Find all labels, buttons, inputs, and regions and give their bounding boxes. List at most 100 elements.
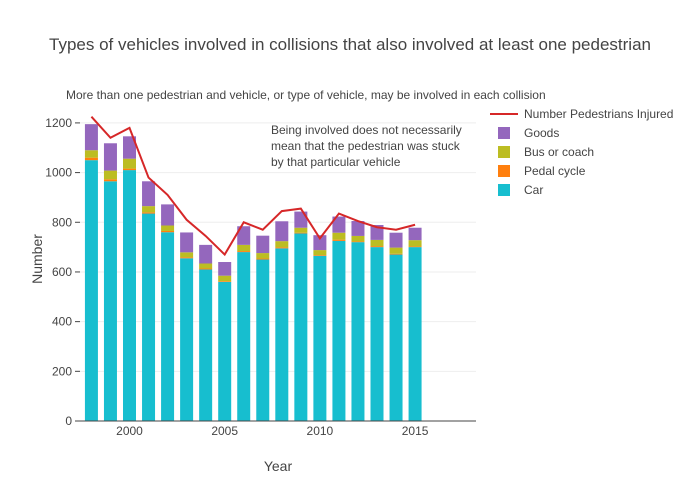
chart-annotation: Being involved does not necessarily mean … [271, 123, 462, 169]
legend-swatch [498, 127, 510, 139]
bar-pedal-cycle-1999 [103, 179, 117, 182]
bar-bus-or-coach-2011 [332, 232, 346, 240]
bar-car-2013 [370, 247, 384, 421]
bar-pedal-cycle-2004 [199, 268, 213, 270]
legend-label: Pedal cycle [524, 164, 586, 178]
bar-pedal-cycle-1998 [84, 157, 98, 161]
bar-bus-or-coach-2013 [370, 239, 384, 247]
legend-item-car[interactable]: Car [498, 183, 543, 197]
bar-goods-2005 [218, 262, 232, 276]
bar-bus-or-coach-2000 [123, 158, 136, 169]
legend-label: Bus or coach [524, 145, 594, 159]
legend-label: Goods [524, 126, 559, 140]
bar-bus-or-coach-2001 [142, 206, 156, 213]
bar-bus-or-coach-2007 [256, 253, 270, 259]
y-tick-label: 400 [52, 315, 72, 329]
legend-swatch [498, 184, 510, 196]
bar-car-2014 [389, 254, 403, 421]
injured-line-layer [90, 116, 416, 257]
legend-item-number-pedestrians-injured[interactable]: Number Pedestrians Injured [490, 107, 673, 121]
legend[interactable]: Number Pedestrians Injured Goods Bus or co… [490, 107, 673, 197]
x-tick-label: 2015 [402, 424, 429, 438]
bar-pedal-cycle-2012 [351, 241, 365, 243]
legend-label: Car [524, 183, 543, 197]
bar-goods-1999 [103, 143, 117, 171]
bar-car-2007 [256, 259, 270, 421]
bar-pedal-cycle-2015 [408, 246, 422, 248]
bar-pedal-cycle-2000 [123, 168, 136, 171]
bar-car-2003 [180, 258, 194, 421]
legend-label: Number Pedestrians Injured [524, 107, 673, 121]
y-tick-label: 1000 [45, 166, 72, 180]
bar-pedal-cycle-2009 [294, 232, 308, 234]
bar-goods-2004 [199, 244, 213, 264]
annotation-line: mean that the pedestrian was stuck [271, 139, 461, 153]
bar-bus-or-coach-1998 [84, 150, 98, 158]
bar-pedal-cycle-2013 [370, 246, 384, 248]
bar-pedal-cycle-2006 [237, 251, 251, 253]
bar-car-2004 [199, 269, 213, 421]
bar-pedal-cycle-2005 [218, 281, 232, 282]
bar-pedal-cycle-2011 [332, 239, 346, 241]
bars [84, 124, 422, 421]
chart-subtitle: More than one pedestrian and vehicle, or… [66, 88, 546, 102]
bar-pedal-cycle-2007 [256, 258, 270, 260]
y-axis-title: Number [29, 234, 45, 284]
bar-bus-or-coach-2002 [161, 225, 175, 231]
y-tick-label: 0 [65, 414, 72, 428]
bar-car-2006 [237, 252, 251, 421]
annotation-line: Being involved does not necessarily [271, 123, 462, 137]
legend-item-goods[interactable]: Goods [498, 126, 559, 140]
bar-car-2009 [294, 233, 308, 421]
bar-car-2012 [351, 242, 365, 421]
bar-bus-or-coach-2010 [313, 250, 327, 256]
bar-goods-2010 [313, 235, 327, 251]
bar-bus-or-coach-2015 [408, 240, 422, 247]
injured-line [90, 116, 416, 257]
x-tick-label: 2000 [116, 424, 143, 438]
legend-item-bus-or-coach[interactable]: Bus or coach [498, 145, 594, 159]
bar-car-2005 [218, 281, 232, 421]
bar-bus-or-coach-2003 [180, 252, 194, 258]
y-tick-label: 800 [52, 215, 72, 229]
bar-bus-or-coach-2008 [275, 241, 289, 248]
bar-goods-2014 [389, 232, 403, 248]
bar-goods-2015 [408, 227, 422, 241]
bar-goods-2008 [275, 221, 289, 242]
x-tick-label: 2005 [211, 424, 238, 438]
bar-goods-2007 [256, 235, 270, 254]
bar-car-2011 [332, 240, 346, 421]
bar-goods-2013 [370, 225, 384, 240]
bar-car-2008 [275, 248, 289, 421]
axes [75, 122, 476, 422]
bar-pedal-cycle-2001 [142, 212, 156, 214]
bar-goods-2000 [123, 136, 136, 159]
bar-bus-or-coach-2014 [389, 247, 403, 254]
x-axis-title: Year [264, 458, 293, 474]
bar-car-2001 [142, 213, 156, 421]
legend-item-pedal-cycle[interactable]: Pedal cycle [498, 164, 586, 178]
chart-title: Types of vehicles involved in collisions… [49, 35, 651, 54]
bar-bus-or-coach-2004 [199, 263, 213, 269]
bar-bus-or-coach-2012 [351, 235, 365, 242]
legend-swatch [498, 146, 510, 158]
bar-pedal-cycle-2003 [180, 257, 194, 259]
bar-car-1998 [84, 160, 98, 421]
bar-bus-or-coach-2009 [294, 227, 308, 233]
bar-pedal-cycle-2008 [275, 247, 289, 249]
bar-pedal-cycle-2014 [389, 253, 403, 255]
bar-goods-2011 [332, 216, 346, 233]
bar-goods-2002 [161, 204, 175, 226]
y-tick-label: 1200 [45, 116, 72, 130]
bar-car-2015 [408, 247, 422, 421]
bar-goods-1998 [84, 124, 98, 151]
bar-bus-or-coach-2005 [218, 275, 232, 282]
bar-goods-2003 [180, 232, 194, 253]
bar-goods-2006 [237, 226, 251, 245]
bar-car-2000 [123, 170, 136, 421]
annotation-line: by that particular vehicle [271, 155, 401, 169]
tick-labels: 2000 2005 2010 2015 0 200 400 600 800 1000 1200 [45, 116, 428, 438]
bar-bus-or-coach-1999 [103, 170, 117, 180]
bar-goods-2012 [351, 221, 365, 236]
